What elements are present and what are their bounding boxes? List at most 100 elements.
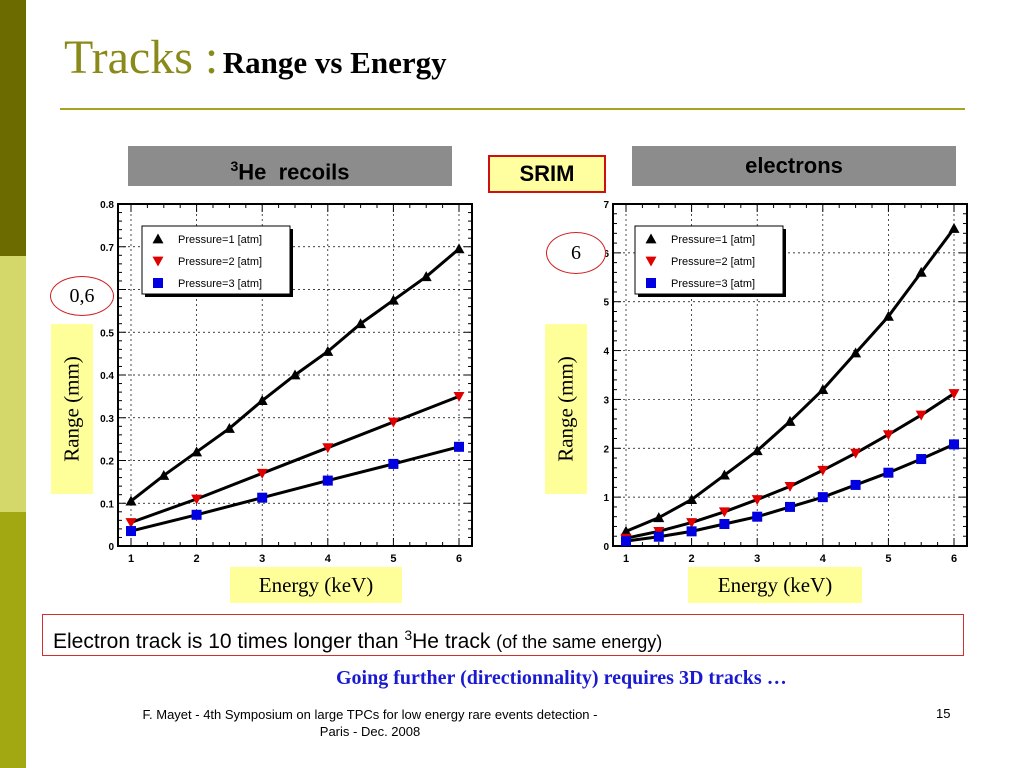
y-tick-label: 1 bbox=[603, 493, 609, 504]
footer-citation: F. Mayet - 4th Symposium on large TPCs f… bbox=[60, 706, 680, 740]
sidebar-accent-bottom bbox=[0, 512, 26, 768]
data-point bbox=[653, 531, 664, 542]
data-point bbox=[322, 345, 334, 356]
slide-title-sub: Range vs Energy bbox=[222, 45, 447, 80]
conclusion-sup: 3 bbox=[404, 627, 413, 643]
header-electrons: electrons bbox=[632, 146, 956, 186]
page-number: 15 bbox=[936, 706, 951, 721]
y-tick-label: 0.2 bbox=[100, 457, 114, 468]
y-tick-label: 0.7 bbox=[100, 243, 114, 254]
series-line bbox=[130, 445, 460, 533]
legend-label: Pressure=2 [atm] bbox=[671, 256, 755, 268]
header-helium-recoils: 3He recoils bbox=[128, 146, 452, 186]
y-tick-label: 2 bbox=[603, 444, 609, 455]
x-tick-label: 6 bbox=[456, 553, 462, 565]
header-left-text: He recoils bbox=[238, 159, 350, 185]
data-point bbox=[453, 391, 465, 402]
further-note: Going further (directionnality) requires… bbox=[336, 667, 787, 689]
y-tick-label: 4 bbox=[603, 347, 609, 358]
y-tick-label: 0.5 bbox=[100, 328, 114, 339]
data-point bbox=[223, 422, 235, 433]
y-axis-label-right-text: Range (mm) bbox=[553, 356, 578, 462]
x-tick-label: 6 bbox=[951, 553, 957, 565]
data-point bbox=[915, 410, 927, 421]
data-point bbox=[785, 501, 795, 512]
footer-line-1: F. Mayet - 4th Symposium on large TPCs f… bbox=[142, 707, 598, 722]
conclusion-element: He track bbox=[412, 630, 497, 653]
header-left-sup: 3 bbox=[230, 158, 239, 174]
data-point bbox=[752, 511, 763, 522]
series-1 bbox=[125, 243, 465, 506]
x-axis-label-right: Energy (keV) bbox=[688, 567, 862, 603]
chart-electrons: 1 2 3 4 5 6 0 1 2 3 4 5 6 7 Pressure=1 [atm] Pressure=2… bbox=[603, 200, 968, 565]
x-tick-label: 4 bbox=[325, 553, 332, 565]
x-tick-label: 5 bbox=[390, 553, 396, 565]
data-point bbox=[751, 445, 763, 456]
plot-area: 1 2 3 4 5 6 0 1 2 3 4 5 6 7 bbox=[603, 200, 968, 565]
data-point bbox=[257, 492, 268, 503]
y-axis-label-left: Range (mm) bbox=[51, 324, 93, 494]
data-point bbox=[751, 495, 763, 506]
data-point bbox=[322, 443, 334, 454]
footer-line-2: Paris - Dec. 2008 bbox=[319, 724, 421, 739]
data-point bbox=[191, 494, 203, 505]
conclusion-paren: (of the same energy) bbox=[496, 632, 663, 652]
data-point bbox=[949, 439, 959, 450]
series-2 bbox=[125, 391, 465, 528]
data-point bbox=[620, 525, 632, 536]
slide-title: Tracks : Range vs Energy bbox=[64, 30, 447, 85]
x-tick-label: 1 bbox=[623, 553, 629, 565]
legend-box bbox=[141, 225, 291, 295]
legend-marker bbox=[152, 233, 164, 244]
x-tick-label: 5 bbox=[885, 553, 891, 565]
data-point bbox=[191, 446, 203, 457]
data-point bbox=[817, 384, 829, 395]
series-3 bbox=[126, 441, 464, 537]
x-tick-label: 3 bbox=[754, 553, 760, 565]
data-point bbox=[882, 310, 894, 321]
sidebar-accent-middle bbox=[0, 256, 26, 512]
data-point bbox=[817, 465, 829, 476]
x-axis-label-left: Energy (keV) bbox=[230, 567, 402, 603]
data-point bbox=[387, 417, 399, 428]
data-point bbox=[784, 481, 796, 492]
legend-label: Pressure=3 [atm] bbox=[178, 278, 262, 290]
y-tick-label: 7 bbox=[603, 200, 609, 211]
x-tick-label: 4 bbox=[820, 553, 827, 565]
data-point bbox=[719, 519, 730, 530]
data-point bbox=[784, 415, 796, 426]
y-tick-label: 5 bbox=[603, 298, 609, 309]
legend-label: Pressure=2 [atm] bbox=[178, 256, 262, 268]
data-point bbox=[883, 467, 894, 478]
data-point bbox=[621, 536, 631, 547]
data-point bbox=[454, 441, 464, 452]
y-tick-label: 0.3 bbox=[100, 414, 114, 425]
y-tick-label: 0.4 bbox=[100, 371, 114, 382]
data-point bbox=[126, 526, 136, 537]
data-point bbox=[718, 507, 730, 518]
legend-marker bbox=[645, 233, 657, 244]
data-point bbox=[256, 468, 268, 479]
data-point bbox=[256, 395, 268, 406]
x-tick-label: 2 bbox=[194, 553, 200, 565]
x-tick-label: 2 bbox=[689, 553, 695, 565]
data-point bbox=[125, 495, 137, 506]
series-1 bbox=[620, 222, 960, 536]
conclusion-box: Electron track is 10 times longer than 3… bbox=[42, 614, 964, 656]
data-point bbox=[850, 448, 862, 459]
legend-marker bbox=[152, 256, 164, 267]
legend-label: Pressure=1 [atm] bbox=[178, 234, 262, 246]
data-point bbox=[948, 389, 960, 400]
plot-area: 1 2 3 4 5 6 0 0.1 0.2 0.3 0.4 0.5 0.7 0.8 bbox=[100, 200, 473, 565]
y-tick-label: 0 bbox=[603, 542, 609, 553]
data-point bbox=[289, 369, 301, 380]
data-point bbox=[718, 469, 730, 480]
data-point bbox=[817, 492, 828, 503]
sidebar-accent-top bbox=[0, 0, 26, 256]
data-point bbox=[387, 294, 399, 305]
y-tick-label: 0.1 bbox=[100, 499, 114, 510]
data-point bbox=[453, 243, 465, 254]
data-point bbox=[420, 271, 432, 282]
y-tick-label: 0 bbox=[108, 542, 114, 553]
x-tick-label: 1 bbox=[128, 553, 134, 565]
